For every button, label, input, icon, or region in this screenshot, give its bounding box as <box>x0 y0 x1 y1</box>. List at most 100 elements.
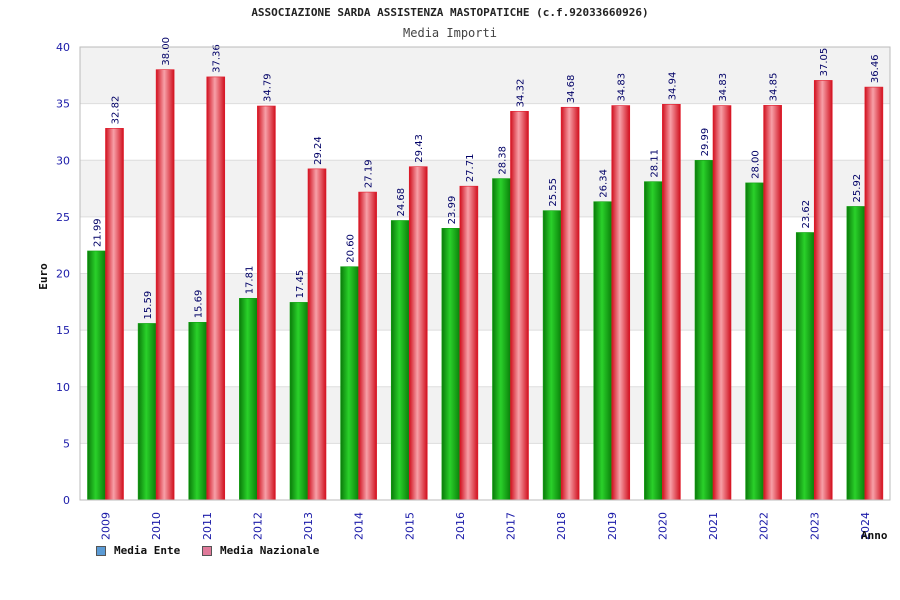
chart-title: ASSOCIAZIONE SARDA ASSISTENZA MASTOPATIC… <box>251 6 649 19</box>
bar-media-ente <box>795 232 815 501</box>
value-label-nazionale: 34.79 <box>262 73 273 102</box>
bar-media-nazionale <box>459 185 479 501</box>
y-tick-label: 0 <box>63 494 70 507</box>
legend-swatch-ente <box>96 545 106 556</box>
bar-media-nazionale <box>864 86 884 501</box>
value-label-ente: 15.69 <box>194 290 205 319</box>
x-tick-label: 2011 <box>201 512 214 540</box>
x-tick-label: 2019 <box>606 512 619 540</box>
y-tick-label: 35 <box>56 98 70 111</box>
y-tick-label: 20 <box>56 268 70 281</box>
x-tick-label: 2009 <box>100 512 113 540</box>
value-label-nazionale: 34.32 <box>516 79 527 108</box>
x-tick-label: 2015 <box>403 512 416 540</box>
bar-media-nazionale <box>206 76 226 501</box>
bar-media-nazionale <box>307 168 327 501</box>
y-tick-label: 10 <box>56 381 70 394</box>
bar-media-ente <box>289 302 309 501</box>
bar-media-ente <box>188 322 208 501</box>
legend-label-ente: Media Ente <box>114 544 181 557</box>
x-tick-label: 2024 <box>859 512 872 540</box>
x-tick-label: 2013 <box>302 512 315 540</box>
value-label-nazionale: 37.36 <box>212 44 223 73</box>
value-label-nazionale: 27.19 <box>364 159 375 188</box>
bar-media-nazionale <box>105 128 124 501</box>
bar-media-nazionale <box>257 105 276 501</box>
x-tick-label: 2023 <box>808 512 821 540</box>
bar-media-ente <box>492 178 511 501</box>
value-label-nazionale: 27.71 <box>465 154 476 183</box>
x-tick-label: 2020 <box>656 512 669 540</box>
bar-media-ente <box>137 323 157 501</box>
bar-media-nazionale <box>408 166 428 501</box>
value-label-ente: 21.99 <box>93 218 104 247</box>
x-tick-label: 2022 <box>758 512 771 540</box>
bar-media-nazionale <box>560 106 580 501</box>
value-label-ente: 28.38 <box>498 146 509 175</box>
y-tick-label: 5 <box>63 437 70 450</box>
value-label-nazionale: 34.85 <box>769 73 780 102</box>
value-label-nazionale: 34.83 <box>718 73 729 102</box>
bar-media-ente <box>87 250 106 501</box>
value-label-ente: 17.45 <box>295 270 306 299</box>
bar-media-ente <box>340 266 359 501</box>
x-tick-label: 2014 <box>353 512 366 540</box>
value-label-ente: 28.00 <box>751 150 762 179</box>
value-label-nazionale: 29.24 <box>313 136 324 165</box>
y-tick-label: 40 <box>56 41 70 54</box>
value-label-nazionale: 29.43 <box>414 134 425 163</box>
bar-media-ente <box>644 181 663 501</box>
bar-media-nazionale <box>510 111 529 501</box>
bar-media-nazionale <box>662 104 681 501</box>
bar-media-ente <box>441 228 461 501</box>
value-label-ente: 23.62 <box>801 200 812 229</box>
x-tick-label: 2012 <box>251 512 264 540</box>
y-tick-label: 15 <box>56 324 70 337</box>
value-label-ente: 24.68 <box>396 188 407 217</box>
y-tick-label: 25 <box>56 211 70 224</box>
value-label-ente: 26.34 <box>599 169 610 198</box>
bar-media-nazionale <box>155 69 175 501</box>
bar-media-ente <box>542 210 562 501</box>
x-tick-label: 2016 <box>454 512 467 540</box>
value-label-nazionale: 32.82 <box>111 96 122 125</box>
value-label-ente: 17.81 <box>244 266 255 295</box>
value-label-ente: 28.11 <box>649 149 660 178</box>
x-tick-label: 2010 <box>150 512 163 540</box>
bar-media-nazionale <box>611 105 631 501</box>
bar-media-ente <box>239 298 258 501</box>
x-tick-label: 2018 <box>555 512 568 540</box>
value-label-nazionale: 34.68 <box>566 75 577 104</box>
value-label-ente: 29.99 <box>700 128 711 157</box>
value-label-nazionale: 34.94 <box>667 72 678 101</box>
x-tick-label: 2017 <box>505 512 518 540</box>
x-axis-label: Anno <box>861 529 888 542</box>
value-label-ente: 15.59 <box>143 291 154 320</box>
value-label-ente: 25.55 <box>548 178 559 207</box>
value-label-nazionale: 38.00 <box>161 37 172 66</box>
y-axis-label: Euro <box>36 263 50 290</box>
bar-media-ente <box>390 220 410 501</box>
plot-frame <box>79 46 891 501</box>
bar-media-nazionale <box>813 80 833 501</box>
bar-media-ente <box>745 182 764 501</box>
bar-media-nazionale <box>358 191 377 501</box>
value-label-ente: 25.92 <box>852 174 863 203</box>
bar-media-nazionale <box>763 105 782 501</box>
legend-label-nazionale: Media Nazionale <box>220 544 320 557</box>
bar-media-ente <box>593 201 613 501</box>
value-label-nazionale: 36.46 <box>870 54 881 83</box>
bar-media-ente <box>846 206 866 501</box>
value-label-ente: 23.99 <box>447 196 458 225</box>
y-tick-label: 30 <box>56 154 70 167</box>
bar-media-nazionale <box>712 105 732 501</box>
legend-item-ente: Media Ente <box>96 544 180 557</box>
chart-subtitle: Media Importi <box>403 26 497 40</box>
value-label-nazionale: 37.05 <box>819 48 830 77</box>
value-label-ente: 20.60 <box>346 234 357 263</box>
x-tick-label: 2021 <box>707 512 720 540</box>
value-label-nazionale: 34.83 <box>617 73 628 102</box>
legend-swatch-nazionale <box>202 545 212 556</box>
legend-item-nazionale: Media Nazionale <box>202 544 319 557</box>
